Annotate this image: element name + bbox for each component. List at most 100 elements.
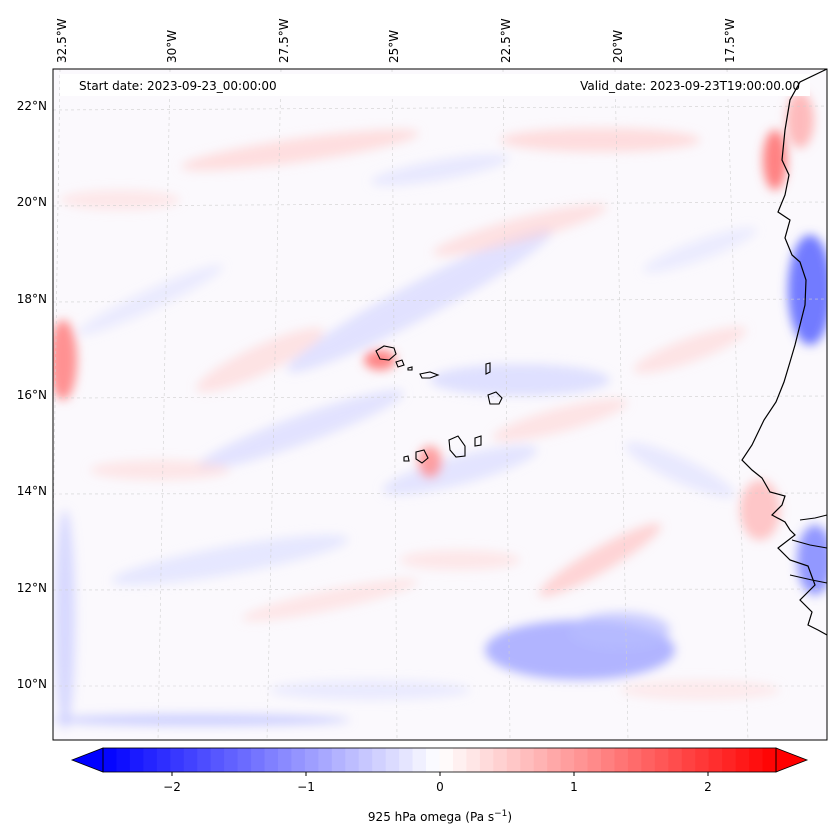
valid-date-label: Valid_date: 2023-09-23T19:00:00.00 [580,79,800,93]
date-band [60,74,810,96]
colorbar-segment [439,748,454,772]
colorbar-segment [183,748,198,772]
island-fogo [415,449,429,464]
colorbar-segment [318,748,333,772]
colorbar-segment [762,748,777,772]
colorbar-segment [627,748,642,772]
colorbar-title-exp: −1 [494,809,507,819]
colorbar-tick-label: 0 [436,780,444,794]
colorbar-segment [695,748,710,772]
coastline-detail [789,514,828,584]
colorbar-segment [641,748,656,772]
lat-label-12n: 12°N [17,581,47,595]
coastline [741,68,828,636]
colorbar-segment [291,748,306,772]
colorbar-tick-label: 2 [704,780,712,794]
lat-label-22n: 22°N [17,99,47,113]
lon-label-30w: 30°W [165,30,179,63]
lat-label-18n: 18°N [17,292,47,306]
island-boa-vista [487,391,503,405]
colorbar-tick-label: 1 [570,780,578,794]
island-santo-antao [375,345,397,361]
colorbar-segment [170,748,185,772]
island-sal [485,362,491,375]
colorbar-segment [587,748,602,772]
colorbar-segment [331,748,346,772]
map-frame [52,68,828,741]
colorbar-segment [574,748,589,772]
colorbar-segment [452,748,468,772]
colorbar-segment [399,748,414,772]
colorbar-extend-low [70,747,104,773]
island-sao-vicente [395,359,405,368]
colorbar-segment [210,748,225,772]
lat-label-10n: 10°N [17,677,47,691]
colorbar-segments [103,748,777,772]
lat-label-14n: 14°N [17,484,47,498]
lon-label-25w: 25°W [387,30,401,63]
colorbar-segment [614,748,629,772]
start-date-label: Start date: 2023-09-23_00:00:00 [79,79,277,93]
island-maio [474,435,482,447]
colorbar-segment [735,748,750,772]
lon-label-22-5w: 22.5°W [499,18,513,63]
colorbar-title-close: ) [507,810,512,824]
colorbar: −2 −1 0 1 2 925 hPa omega (Pa s−1) [70,747,809,824]
colorbar-segment [358,748,373,772]
colorbar-segment [116,748,131,772]
colorbar-segment [304,748,319,772]
colorbar-segment [412,748,427,772]
colorbar-tick-label: −2 [163,780,181,794]
colorbar-segment [547,748,562,772]
colorbar-segment [533,748,548,772]
colorbar-segment [385,748,400,772]
colorbar-segment [224,748,239,772]
lon-labels: 32.5°W 30°W 27.5°W 25°W 22.5°W 20°W 17.5… [55,18,737,63]
islands [375,345,503,464]
lon-label-32-5w: 32.5°W [55,18,69,63]
lon-label-20w: 20°W [611,30,625,63]
colorbar-segment [749,748,764,772]
colorbar-segment [251,748,266,772]
lat-label-20n: 20°N [17,195,47,209]
colorbar-segment [426,748,441,772]
colorbar-segment [681,748,696,772]
lon-label-17-5w: 17.5°W [723,18,737,63]
colorbar-title-main: 925 hPa omega (Pa s [368,810,494,824]
island-santa-luzia [407,366,413,371]
colorbar-segment [345,748,360,772]
colorbar-segment [560,748,575,772]
island-brava [403,455,410,462]
colorbar-segment [493,748,508,772]
colorbar-segment [103,748,118,772]
colorbar-segment [506,748,521,772]
colorbar-title: 925 hPa omega (Pa s−1) [368,809,512,824]
colorbar-segment [520,748,535,772]
colorbar-segment [708,748,723,772]
island-sao-nicolau [419,371,440,379]
colorbar-segment [479,748,494,772]
colorbar-segment [654,748,669,772]
colorbar-segment [129,748,144,772]
lat-label-16n: 16°N [17,388,47,402]
colorbar-ticks: −2 −1 0 1 2 [163,772,712,794]
omega-field [53,92,827,730]
colorbar-segment [156,748,171,772]
colorbar-segment [668,748,683,772]
lat-labels: 22°N 20°N 18°N 16°N 14°N 12°N 10°N [17,99,47,691]
colorbar-segment [237,748,252,772]
colorbar-extend-high [775,747,809,773]
colorbar-segment [466,748,481,772]
colorbar-segment [143,748,158,772]
colorbar-segment [601,748,616,772]
colorbar-tick-label: −1 [297,780,315,794]
island-santiago [448,435,466,458]
colorbar-segment [722,748,737,772]
colorbar-segment [264,748,279,772]
map-background [53,69,827,740]
colorbar-segment [277,748,293,772]
colorbar-segment [197,748,212,772]
graticule [53,69,827,740]
lon-label-27-5w: 27.5°W [277,18,291,63]
